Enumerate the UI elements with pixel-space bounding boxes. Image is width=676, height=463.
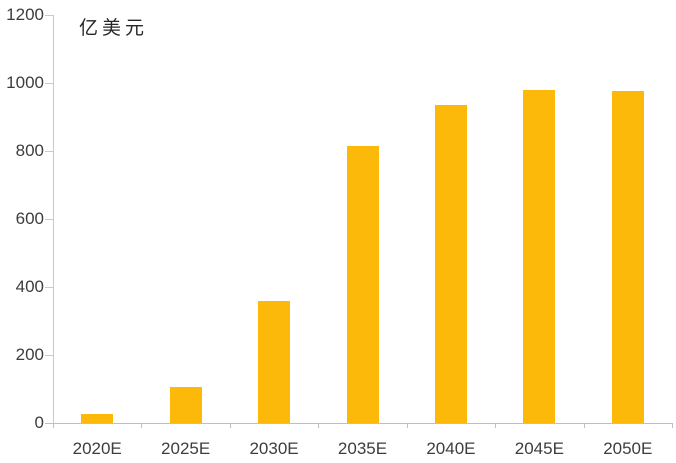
- x-tick-mark-7: [672, 423, 673, 428]
- x-tick-mark-3: [318, 423, 319, 428]
- x-tick-mark-5: [495, 423, 496, 428]
- y-tick-mark-600: [45, 219, 53, 220]
- x-tick-label-2045E: 2045E: [514, 439, 564, 458]
- y-tick-mark-800: [45, 151, 53, 152]
- bar-2045E: [523, 90, 555, 423]
- x-tick-label-2035E: 2035E: [337, 439, 388, 458]
- y-tick-label-800: 800: [15, 141, 44, 160]
- x-tick-label-2020E: 2020E: [72, 439, 122, 458]
- y-tick-label-0: 0: [34, 413, 44, 432]
- y-tick-mark-1200: [45, 15, 53, 16]
- bar-2050E: [612, 91, 644, 423]
- x-tick-label-2025E: 2025E: [161, 439, 211, 458]
- x-axis-line: [45, 423, 672, 424]
- x-tick-label-2050E: 2050E: [603, 439, 653, 458]
- y-tick-mark-1000: [45, 83, 53, 84]
- y-axis-unit-label: 亿美元: [79, 18, 149, 39]
- bar-2035E: [347, 146, 379, 423]
- x-tick-label-2040E: 2040E: [426, 439, 476, 458]
- bar-2020E: [81, 414, 113, 423]
- x-tick-mark-4: [407, 423, 408, 428]
- y-axis-line: [53, 15, 54, 423]
- bar-2030E: [258, 301, 290, 423]
- x-tick-mark-2: [230, 423, 231, 428]
- x-tick-mark-6: [584, 423, 585, 428]
- x-tick-mark-0: [53, 423, 54, 428]
- x-tick-label-2030E: 2030E: [249, 439, 299, 458]
- x-tick-mark-1: [141, 423, 142, 428]
- y-tick-label-600: 600: [15, 209, 44, 228]
- y-tick-label-400: 400: [15, 277, 44, 296]
- y-tick-label-200: 200: [15, 345, 44, 364]
- y-tick-mark-400: [45, 287, 53, 288]
- y-tick-label-1200: 1200: [6, 5, 44, 24]
- y-tick-mark-200: [45, 355, 53, 356]
- y-tick-label-1000: 1000: [6, 73, 44, 92]
- bar-2040E: [435, 105, 467, 423]
- bar-2025E: [170, 387, 202, 423]
